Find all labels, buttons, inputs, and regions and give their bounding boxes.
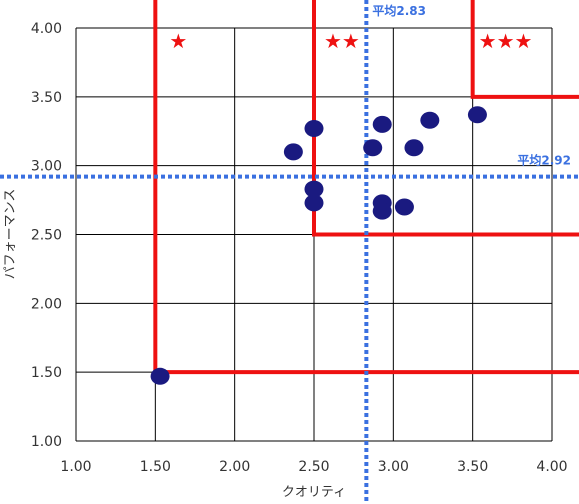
y-tick-label: 4.00 <box>31 21 62 37</box>
data-point <box>304 119 324 137</box>
data-point <box>394 198 414 216</box>
x-tick-label: 3.00 <box>378 459 409 475</box>
data-point <box>404 139 424 157</box>
x-tick-label: 1.00 <box>60 459 91 475</box>
zone-boundary <box>312 0 579 237</box>
y-tick-label: 1.50 <box>31 365 62 381</box>
y-tick-label: 2.50 <box>31 228 62 244</box>
y-tick-label: 3.50 <box>31 90 62 106</box>
y-axis-label: パフォーマンス <box>3 189 18 280</box>
average-x-label: 平均2.83 <box>372 3 426 18</box>
data-point <box>150 367 170 385</box>
zone-stars: ★ <box>169 29 187 53</box>
zone-boundary <box>470 0 579 99</box>
x-axis-label: クオリティ <box>282 485 346 500</box>
y-tick-label: 2.00 <box>31 296 62 312</box>
y-tick-label: 3.00 <box>31 159 62 175</box>
data-point <box>304 194 324 212</box>
x-tick-label: 1.50 <box>140 459 171 475</box>
data-point <box>420 111 440 129</box>
data-points <box>150 106 487 385</box>
data-point <box>372 202 392 220</box>
x-tick-label: 2.50 <box>298 459 329 475</box>
y-tick-label: 1.00 <box>31 434 62 450</box>
x-tick-label: 3.50 <box>457 459 488 475</box>
x-tick-label: 2.00 <box>219 459 250 475</box>
tick-labels: 1.00 1.50 2.00 2.50 3.00 3.50 4.00 1.00 1.50 2.00… <box>31 21 568 475</box>
data-point <box>467 106 487 124</box>
x-tick-label: 4.00 <box>536 459 567 475</box>
zone-stars: ★★ <box>324 29 360 53</box>
zone-stars: ★★★ <box>479 29 533 53</box>
average-y-label: 平均2.92 <box>517 153 571 168</box>
data-point <box>372 115 392 133</box>
data-point <box>283 143 303 161</box>
data-point <box>304 180 324 198</box>
data-point <box>363 139 383 157</box>
